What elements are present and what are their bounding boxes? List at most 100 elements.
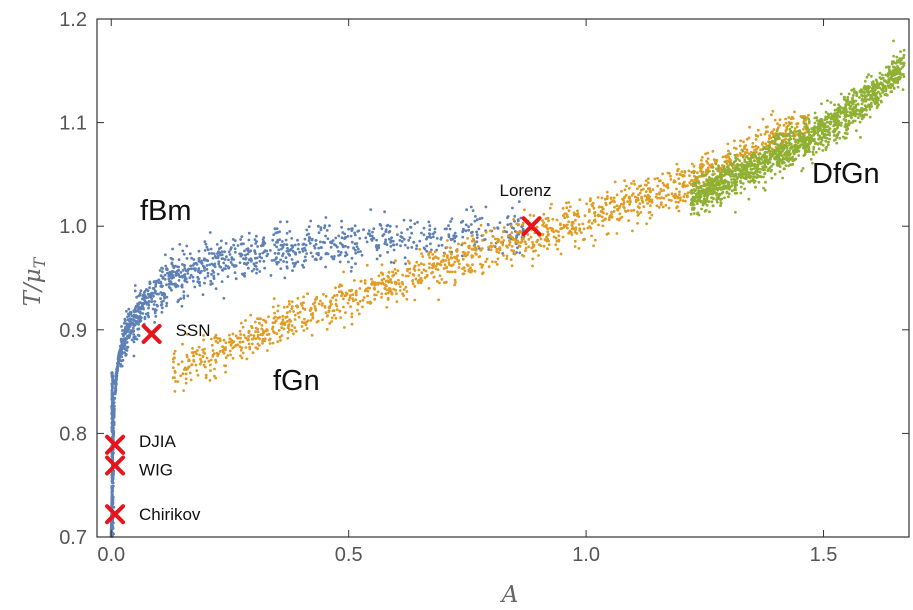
data-point — [243, 249, 246, 253]
data-point — [892, 61, 896, 64]
data-point — [689, 212, 693, 216]
data-point — [753, 148, 756, 152]
data-point — [567, 220, 570, 224]
data-point — [130, 338, 134, 342]
data-point — [265, 249, 269, 253]
data-point — [197, 345, 201, 349]
data-point — [639, 188, 643, 192]
data-point — [204, 242, 208, 246]
data-point — [763, 188, 767, 192]
data-point — [233, 271, 237, 274]
data-point — [733, 185, 737, 189]
data-point — [807, 131, 810, 134]
data-point — [700, 156, 704, 159]
data-point — [134, 314, 138, 317]
data-point — [613, 205, 616, 209]
data-point — [838, 115, 842, 119]
data-point — [363, 279, 367, 282]
data-point — [181, 372, 185, 376]
data-point — [690, 198, 694, 202]
data-point — [896, 72, 899, 76]
data-point — [234, 334, 238, 338]
data-point — [448, 263, 451, 267]
data-point — [532, 214, 536, 218]
data-point — [531, 243, 535, 247]
data-point — [280, 247, 283, 251]
data-point — [366, 289, 370, 293]
data-point — [893, 70, 896, 73]
data-point — [763, 153, 767, 157]
data-point — [755, 173, 759, 176]
data-point — [119, 363, 123, 366]
data-point — [867, 103, 870, 107]
data-point — [176, 265, 179, 269]
data-point — [727, 149, 730, 153]
data-point — [700, 172, 704, 176]
data-point — [413, 222, 417, 226]
data-point — [110, 405, 114, 409]
data-point — [133, 289, 137, 293]
data-point — [182, 368, 186, 371]
data-point — [342, 270, 345, 274]
data-point — [176, 284, 180, 288]
data-point — [325, 327, 329, 331]
marker-ssn: SSN — [141, 321, 211, 344]
data-point — [794, 130, 798, 134]
data-point — [425, 237, 428, 241]
data-point — [433, 230, 437, 234]
data-point — [863, 91, 867, 94]
data-point — [578, 198, 582, 202]
data-point — [210, 343, 214, 347]
data-point — [664, 194, 668, 198]
data-point — [239, 336, 242, 340]
data-point — [196, 373, 200, 377]
data-point — [447, 235, 451, 239]
data-point — [758, 162, 762, 166]
data-point — [420, 252, 423, 256]
series-label-fgn: fGn — [273, 365, 320, 397]
data-point — [524, 246, 528, 250]
data-point — [744, 169, 747, 172]
data-point — [286, 336, 290, 340]
data-point — [183, 267, 187, 270]
data-point — [858, 96, 861, 99]
data-point — [565, 223, 569, 227]
data-point — [333, 294, 336, 298]
data-point — [338, 309, 342, 313]
data-point — [473, 219, 477, 223]
data-point — [545, 223, 548, 227]
data-point — [221, 349, 225, 352]
data-point — [723, 196, 726, 200]
data-point — [715, 187, 719, 191]
data-point — [242, 333, 246, 337]
data-point — [246, 252, 250, 256]
data-point — [896, 85, 900, 89]
data-point — [813, 116, 817, 120]
data-point — [704, 152, 707, 156]
data-point — [406, 228, 409, 231]
data-point — [590, 203, 594, 207]
data-point — [138, 301, 141, 304]
data-point — [202, 334, 206, 337]
data-point — [321, 240, 325, 244]
data-point — [356, 308, 359, 312]
data-point — [694, 184, 698, 188]
data-point — [650, 213, 654, 217]
data-point — [721, 190, 725, 194]
data-point — [628, 203, 631, 206]
data-point — [171, 247, 175, 251]
data-point — [123, 327, 127, 331]
data-point — [787, 116, 791, 119]
data-point — [401, 292, 404, 296]
data-point — [626, 200, 629, 204]
data-point — [167, 285, 171, 289]
data-point — [740, 170, 743, 174]
data-point — [856, 116, 860, 119]
data-point — [404, 285, 408, 289]
data-point — [768, 160, 772, 164]
data-point — [172, 360, 175, 364]
data-point — [276, 340, 280, 344]
data-point — [382, 283, 386, 286]
data-point — [161, 275, 165, 279]
data-point — [546, 230, 550, 234]
